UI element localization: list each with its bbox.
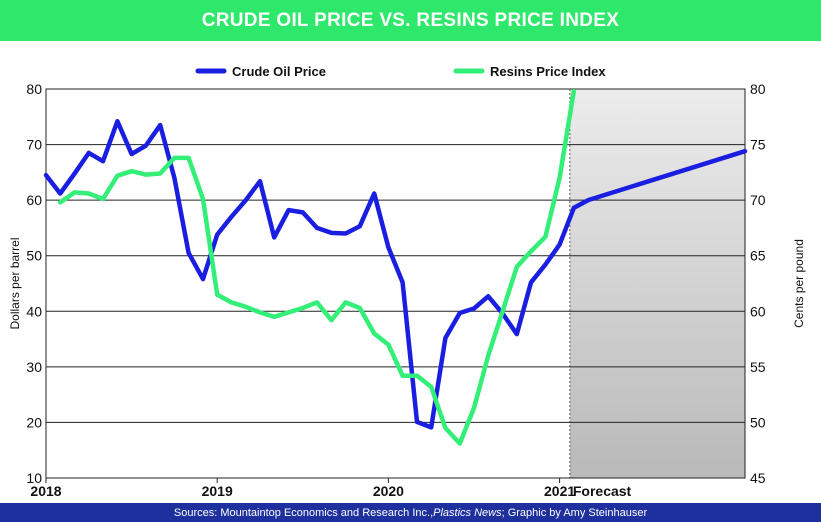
y-right-tick-label: 45	[750, 470, 766, 486]
plot-frame	[45, 88, 746, 479]
crude-oil-line	[43, 118, 748, 430]
y-left-tick-label: 70	[26, 137, 42, 153]
x-year-label: 2021	[544, 483, 575, 499]
y-right-tick-label: 60	[750, 303, 766, 319]
forecast-shade	[569, 89, 745, 478]
footer-suffix: ; Graphic by Amy Steinhauser	[501, 506, 648, 519]
forecast-label: Forecast	[573, 483, 632, 499]
x-year-label: 2020	[373, 483, 404, 499]
y-left-tick-label: 40	[26, 303, 42, 319]
y-left-tick-label: 10	[26, 470, 42, 486]
source-footer: Sources: Mountaintop Economics and Resea…	[0, 503, 821, 522]
y-right-tick-label: 55	[750, 359, 766, 375]
y-left-tick-label: 50	[26, 248, 42, 264]
y-left-tick-label: 60	[26, 192, 42, 208]
chart-svg: 10 20 30 40 50 60 70 80 45 50 55 60 65 70 75 80 2018 2019…	[8, 64, 806, 499]
y-right-tick-label: 70	[750, 192, 766, 208]
y-left-tick-label: 20	[26, 414, 42, 430]
y-right-tick-label: 80	[750, 81, 766, 97]
y-right-tick-label: 50	[750, 414, 766, 430]
footer-prefix: Sources: Mountaintop Economics and Resea…	[173, 506, 434, 519]
x-year-label: 2018	[30, 483, 61, 499]
y-left-tick-label: 80	[26, 81, 42, 97]
legend-crude-label: Crude Oil Price	[232, 64, 326, 79]
title-bar: CRUDE OIL PRICE VS. RESINS PRICE INDEX	[0, 0, 821, 41]
legend-resins-label: Resins Price Index	[490, 64, 606, 79]
footer-italic: Plastics News	[433, 506, 502, 519]
y-left-axis-title: Dollars per barrel	[8, 237, 22, 329]
chart-title: CRUDE OIL PRICE VS. RESINS PRICE INDEX	[201, 9, 620, 31]
y-right-tick-label: 75	[750, 137, 766, 153]
y-right-tick-label: 65	[750, 248, 766, 264]
x-year-label: 2019	[202, 483, 233, 499]
y-right-axis-title: Cents per pound	[792, 239, 806, 328]
y-left-tick-label: 30	[26, 359, 42, 375]
resins-index-line	[57, 88, 577, 446]
